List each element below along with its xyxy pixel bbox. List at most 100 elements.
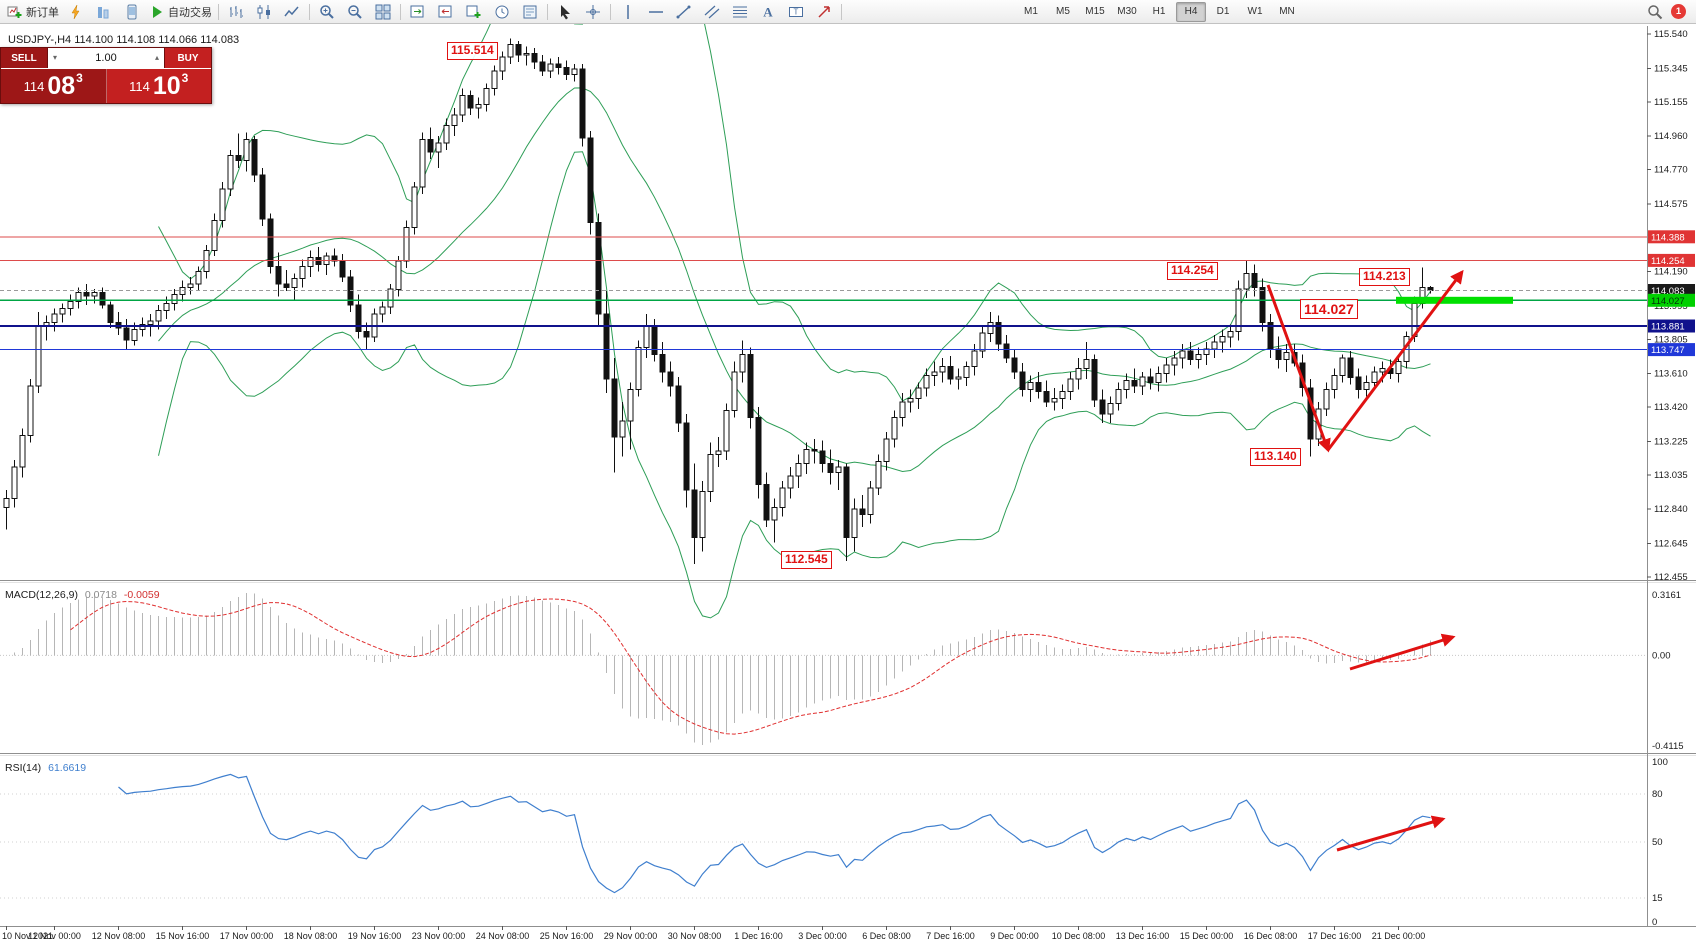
time-tick-label: 19 Nov 16:00: [348, 931, 402, 941]
play-icon: [153, 5, 162, 18]
candle-body: [563, 66, 570, 75]
time-tick-label: 21 Dec 00:00: [1372, 931, 1426, 941]
time-tick-label: 24 Nov 08:00: [476, 931, 530, 941]
rsi-scale-label: 80: [1652, 789, 1663, 800]
market-depth-button[interactable]: [90, 1, 118, 23]
rsi-scale-label: 15: [1652, 893, 1663, 904]
rsi-value: 61.6619: [48, 762, 87, 774]
macd-pane-resize-handle[interactable]: [0, 578, 1696, 584]
zoom-in-button[interactable]: [313, 1, 341, 23]
auto-scroll-button[interactable]: [404, 1, 432, 23]
candle-body: [19, 434, 26, 468]
templates-button[interactable]: [516, 1, 544, 23]
toolbar-separator: [400, 3, 401, 20]
candle-body: [795, 463, 802, 477]
tile-windows-button[interactable]: [369, 1, 397, 23]
candlestick-chart-button[interactable]: [250, 1, 278, 23]
candle-body: [91, 292, 98, 297]
search-button[interactable]: [1641, 1, 1669, 23]
volume-stepper[interactable]: ▾ 1.00 ▴: [47, 48, 165, 68]
time-axis[interactable]: [0, 927, 1648, 944]
new-chart-button[interactable]: [460, 1, 488, 23]
lightning-icon: [71, 4, 80, 19]
candle-body: [747, 353, 754, 419]
green-zone-highlight[interactable]: [1396, 296, 1513, 304]
time-tick-label: 17 Dec 16:00: [1308, 931, 1362, 941]
volume-increase-button[interactable]: ▴: [154, 53, 159, 62]
ohlc-text: USDJPY-,H4 114.100 114.108 114.066 114.0…: [8, 34, 240, 46]
sell-button[interactable]: SELL: [1, 48, 47, 68]
volume-value[interactable]: 1.00: [95, 52, 117, 64]
candle-body: [291, 278, 298, 289]
candle-body: [723, 410, 730, 452]
line-chart-button[interactable]: [278, 1, 306, 23]
chart-shift-button[interactable]: [432, 1, 460, 23]
buy-button[interactable]: BUY: [165, 48, 211, 68]
candle-body: [259, 174, 266, 220]
svg-text:A: A: [763, 4, 773, 19]
notification-badge[interactable]: 1: [1671, 4, 1686, 19]
candle-body: [107, 304, 114, 324]
sell-price-button[interactable]: 114 08 3: [1, 69, 107, 103]
label-button[interactable]: T: [782, 1, 810, 23]
candle-body: [547, 63, 554, 72]
candle-body: [1395, 360, 1402, 375]
timeframe-h4-button[interactable]: H4: [1176, 1, 1206, 22]
channel-button[interactable]: [698, 1, 726, 23]
price-axis[interactable]: [1648, 26, 1696, 926]
candle-body: [931, 371, 938, 376]
rsi-name: RSI(14): [5, 762, 42, 774]
macd-scale-label: 0.00: [1652, 650, 1671, 661]
quick-trade-button[interactable]: [62, 1, 90, 23]
timeframe-w1-button[interactable]: W1: [1247, 6, 1263, 17]
candle-body: [51, 313, 58, 324]
candle-body: [1371, 371, 1378, 383]
candle-body: [275, 265, 282, 285]
candle-body: [363, 331, 370, 338]
candle-body: [299, 265, 306, 280]
new-order-button[interactable]: 新订单: [4, 1, 62, 23]
arrows-tool-button[interactable]: [810, 1, 838, 23]
trend-arrow-4[interactable]: [1336, 815, 1446, 852]
time-tick-label: 7 Dec 16:00: [926, 931, 975, 941]
candle-body: [1123, 380, 1130, 391]
candle-body: [827, 463, 834, 473]
trend-arrow-3[interactable]: [1349, 633, 1456, 671]
candle-body: [1275, 348, 1282, 361]
bollinger-lower-line: [158, 151, 1431, 619]
fibonacci-button[interactable]: [726, 1, 754, 23]
candle-body: [491, 70, 498, 90]
timeframe-m1-button[interactable]: M1: [1024, 6, 1038, 17]
mobile-terminal-button[interactable]: [118, 1, 146, 23]
timeframe-m15-button[interactable]: M15: [1085, 6, 1105, 17]
price-tick-label: 115.540: [1654, 29, 1688, 40]
candle-body: [691, 489, 698, 538]
vertical-line-button[interactable]: [614, 1, 642, 23]
candle-body: [1003, 343, 1010, 359]
trend-arrow-2[interactable]: [1326, 269, 1464, 451]
zoom-out-icon: [348, 4, 362, 19]
trendline-button[interactable]: [670, 1, 698, 23]
text-button[interactable]: A: [754, 1, 782, 23]
trend-arrow-1[interactable]: [1266, 284, 1331, 453]
volume-decrease-button[interactable]: ▾: [52, 53, 57, 62]
candle-body: [35, 325, 42, 387]
timeframe-mn-button[interactable]: MN: [1279, 6, 1295, 17]
crosshair-button[interactable]: [579, 1, 607, 23]
rsi-pane-resize-handle[interactable]: [0, 751, 1696, 757]
price-tick-label: 115.345: [1654, 63, 1688, 74]
autotrading-button[interactable]: 自动交易: [146, 1, 215, 23]
period-menu-button[interactable]: [488, 1, 516, 23]
horizontal-line-button[interactable]: [642, 1, 670, 23]
timeframe-h1-button[interactable]: H1: [1152, 6, 1166, 17]
candle-body: [611, 378, 618, 438]
candle-body: [1307, 387, 1314, 440]
cursor-button[interactable]: [551, 1, 579, 23]
buy-price-button[interactable]: 114 10 3: [106, 69, 211, 103]
timeframe-d1-button[interactable]: D1: [1216, 6, 1230, 17]
bar-chart-button[interactable]: [222, 1, 250, 23]
zoom-out-button[interactable]: [341, 1, 369, 23]
timeframe-m5-button[interactable]: M5: [1056, 6, 1070, 17]
timeframe-m30-button[interactable]: M30: [1117, 6, 1137, 17]
